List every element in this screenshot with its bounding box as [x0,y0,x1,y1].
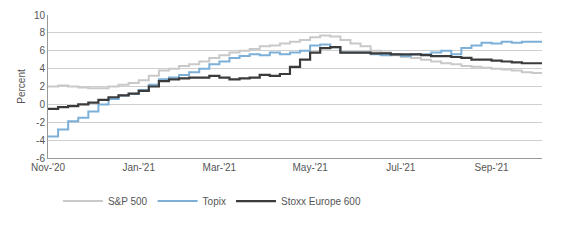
svg-text:Topix: Topix [203,196,226,207]
svg-text:-6: -6 [36,153,45,164]
svg-text:6: 6 [39,45,45,56]
svg-text:-2: -2 [36,117,45,128]
svg-text:2: 2 [39,81,45,92]
svg-text:4: 4 [39,63,45,74]
svg-text:S&P 500: S&P 500 [108,196,148,207]
svg-text:Mar-'21: Mar-'21 [203,162,237,173]
svg-text:-4: -4 [36,135,45,146]
svg-text:Percent: Percent [16,69,27,104]
svg-text:0: 0 [39,99,45,110]
svg-text:Sep-'21: Sep-'21 [475,162,510,173]
svg-text:10: 10 [34,10,46,21]
svg-text:Jan-'21: Jan-'21 [122,162,155,173]
svg-text:May-'21: May-'21 [292,162,328,173]
svg-text:8: 8 [39,27,45,38]
svg-text:Jul-'21: Jul-'21 [386,162,416,173]
svg-text:Stoxx Europe 600: Stoxx Europe 600 [281,196,361,207]
svg-text:Nov-'20: Nov-'20 [31,162,66,173]
